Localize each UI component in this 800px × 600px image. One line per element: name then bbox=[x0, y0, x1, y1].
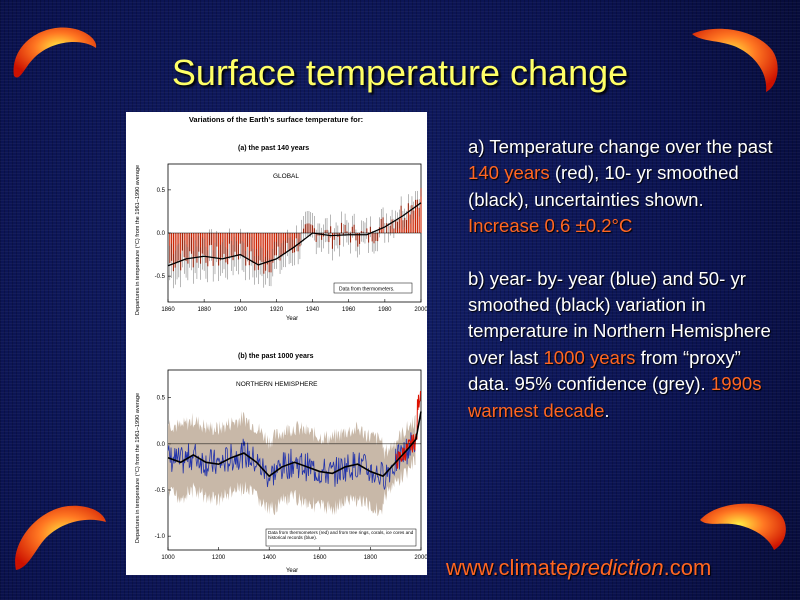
chart-a-xtick-label: 1880 bbox=[197, 307, 211, 313]
chart-a-smoothed-line bbox=[167, 202, 422, 267]
chart-a-bar bbox=[261, 233, 263, 263]
chart-a-bar bbox=[418, 207, 420, 233]
chart-a-bar bbox=[411, 205, 413, 233]
chart-b-xtick-label: 1400 bbox=[263, 555, 277, 561]
chart-a-bar bbox=[265, 233, 267, 271]
chart-b-ytick-label: 0.0 bbox=[157, 442, 166, 448]
chart-b-ylabel: Departures in temperature (°C) from the … bbox=[135, 393, 141, 543]
chart-b-ytick-label: -0.5 bbox=[155, 488, 166, 494]
chart-b-legend-box bbox=[265, 528, 417, 547]
description: a) Temperature change over the past 140 … bbox=[468, 134, 778, 450]
chart-b-xtick-label: 1000 bbox=[161, 555, 175, 561]
chart-a-ytick-label: -0.5 bbox=[155, 274, 166, 280]
chart-a-bars bbox=[169, 187, 422, 274]
chart-a-errorbars bbox=[169, 179, 422, 289]
chart-a-xtick-label: 1940 bbox=[306, 307, 320, 313]
chart-a-xtick-label: 1980 bbox=[378, 307, 392, 313]
temperature-figure: Variations of the Earth’s surface temper… bbox=[126, 112, 427, 575]
chart-a-bar bbox=[227, 233, 229, 265]
slide-title: Surface temperature change bbox=[171, 52, 629, 93]
svg-text:Departures in temperature (°C): Departures in temperature (°C) from the … bbox=[135, 393, 141, 543]
chart-a-bar bbox=[416, 199, 418, 233]
swoosh-top-left bbox=[13, 27, 97, 78]
chart-a-bar bbox=[407, 203, 409, 233]
description-b: b) year- by- year (blue) and 50- yr smoo… bbox=[468, 267, 771, 421]
chart-a-bar bbox=[254, 233, 256, 271]
chart-b-xlabel: Year bbox=[286, 568, 298, 574]
chart-a-bar bbox=[270, 233, 272, 273]
chart-a-bar bbox=[180, 233, 182, 271]
svg-text:Departures in temperature (°C): Departures in temperature (°C) from the … bbox=[135, 165, 141, 315]
swoosh-top-right bbox=[692, 28, 778, 92]
chart-a-bar bbox=[252, 233, 254, 264]
chart-a-xlabel: Year bbox=[286, 316, 298, 322]
chart-a-ylabel: Departures in temperature (°C) from the … bbox=[135, 165, 141, 315]
chart-b-xtick-label: 1200 bbox=[212, 555, 226, 561]
chart-b-xtick-label: 1800 bbox=[364, 555, 378, 561]
chart-a-bar bbox=[218, 233, 220, 266]
chart-a-xtick-label: 1920 bbox=[270, 307, 284, 313]
chart-a-bar bbox=[192, 233, 194, 268]
website-link[interactable]: www.climateprediction.com bbox=[446, 555, 712, 580]
chart-a-bar bbox=[266, 233, 268, 265]
chart-a-bar bbox=[409, 214, 411, 233]
chart-a-xtick-label: 1860 bbox=[161, 307, 175, 313]
chart-b-annual-proxy-line bbox=[167, 432, 416, 491]
chart-a-bar bbox=[248, 233, 250, 266]
chart-b-region: NORTHERN HEMISPHERE bbox=[236, 381, 318, 388]
chart-a-xtick-label: 1960 bbox=[342, 307, 356, 313]
chart-b-title: (b) the past 1000 years bbox=[238, 353, 314, 360]
chart-a-bar bbox=[400, 205, 402, 233]
chart-b-legend: Data from thermometers (red) and from tr… bbox=[268, 530, 414, 541]
chart-a-bar bbox=[263, 233, 265, 274]
chart-b-xtick-label: 1600 bbox=[313, 555, 327, 561]
swoosh-bottom-right bbox=[700, 503, 786, 550]
chart-a-ytick-label: 0.0 bbox=[157, 231, 166, 237]
chart-a-bar bbox=[420, 187, 422, 233]
chart-a-bar bbox=[268, 233, 270, 273]
swoosh-bottom-left bbox=[15, 505, 107, 570]
chart-a-ytick-label: 0.5 bbox=[157, 188, 166, 194]
chart-b-ytick-label: -1.0 bbox=[155, 534, 166, 540]
chart-a-legend-box bbox=[333, 282, 413, 294]
chart-a-xtick-label: 1900 bbox=[234, 307, 248, 313]
chart-a-bar bbox=[174, 233, 176, 268]
chart-a-bar bbox=[207, 233, 209, 267]
chart-b-xtick-label: 2000 bbox=[414, 555, 427, 561]
chart-a-bar bbox=[256, 233, 258, 264]
description-a: a) Temperature change over the past 140 … bbox=[468, 136, 773, 237]
chart-a-bar bbox=[257, 233, 259, 270]
chart-b-smoothed-line bbox=[167, 411, 422, 478]
chart-a-bar bbox=[413, 210, 415, 233]
figure-heading: Variations of the Earth’s surface temper… bbox=[189, 115, 363, 124]
chart-a-region: GLOBAL bbox=[273, 173, 299, 180]
chart-a-title: (a) the past 140 years bbox=[238, 145, 309, 152]
chart-a-xtick-label: 2000 bbox=[414, 307, 427, 313]
chart-a-bar bbox=[279, 233, 281, 261]
chart-a-bar bbox=[272, 233, 274, 263]
chart-a-legend: Data from thermometers. bbox=[339, 287, 395, 293]
chart-b-ytick-label: 0.5 bbox=[157, 396, 166, 402]
chart-a-bar bbox=[212, 233, 214, 266]
chart-a-bar bbox=[245, 233, 247, 266]
chart-a-bar bbox=[415, 199, 417, 233]
chart-a-bar bbox=[172, 233, 174, 272]
